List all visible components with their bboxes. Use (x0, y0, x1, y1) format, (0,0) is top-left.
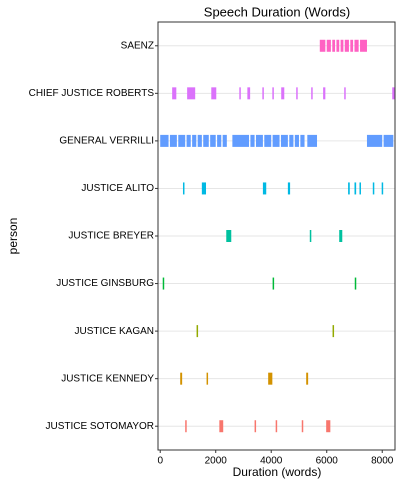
segment (178, 134, 186, 147)
segment (311, 87, 313, 100)
segment (306, 372, 309, 385)
segment (196, 325, 199, 338)
y-tick-label: JUSTICE KAGAN (75, 326, 154, 337)
segment (289, 134, 294, 147)
segment (255, 134, 263, 147)
y-tick-label: JUSTICE GINSBURG (56, 278, 154, 289)
segment (222, 134, 227, 147)
segment (201, 182, 207, 195)
segment (226, 230, 232, 242)
segment (344, 39, 349, 52)
segment (211, 87, 217, 100)
segment (344, 87, 346, 100)
chart-title: Speech Duration (Words) (204, 4, 350, 19)
y-tick-label: SAENZ (121, 40, 154, 51)
y-tick-label: CHIEF JUSTICE ROBERTS (29, 88, 155, 99)
segment (192, 134, 197, 147)
segment (247, 87, 251, 100)
segment (294, 134, 299, 147)
segment (262, 182, 267, 195)
segment (217, 134, 222, 147)
x-tick-label: 2000 (205, 456, 228, 467)
x-axis-title: Duration (words) (233, 465, 322, 479)
segment (372, 182, 375, 195)
segment (296, 87, 298, 100)
x-tick-label: 4000 (260, 456, 283, 467)
segment (381, 182, 384, 195)
x-tick-label: 8000 (371, 456, 394, 467)
segment (187, 87, 196, 100)
segment (219, 420, 224, 433)
segment (172, 87, 177, 100)
segment (383, 134, 394, 147)
segment (336, 39, 340, 52)
segment (197, 134, 202, 147)
segment (359, 182, 361, 195)
segment (264, 134, 272, 147)
y-tick-label: JUSTICE ALITO (81, 183, 154, 194)
segment (366, 134, 383, 147)
segment (272, 134, 280, 147)
segment (287, 182, 291, 195)
segment (268, 372, 273, 385)
segment (326, 420, 331, 433)
segment (354, 277, 357, 290)
segment (182, 182, 185, 195)
segment (186, 134, 191, 147)
segment (348, 182, 350, 195)
segment (360, 39, 367, 52)
segment (350, 39, 354, 52)
x-tick-label: 0 (157, 456, 163, 467)
segment (339, 230, 343, 242)
segment (332, 325, 335, 338)
segment (160, 134, 169, 147)
segment (319, 39, 326, 52)
segment (354, 182, 357, 195)
segment (281, 87, 285, 100)
segment (272, 277, 275, 290)
y-tick-label: GENERAL VERRILLI (59, 136, 154, 147)
segment (180, 372, 183, 385)
y-tick-label: JUSTICE BREYER (68, 231, 154, 242)
x-tick-label: 6000 (316, 456, 339, 467)
segment (250, 134, 255, 147)
segment (203, 134, 209, 147)
segment (280, 134, 288, 147)
y-tick-label: JUSTICE SOTOMAYOR (45, 421, 154, 432)
segment (262, 87, 264, 100)
segment (332, 39, 336, 52)
segment (162, 277, 165, 290)
segment (307, 134, 318, 147)
segment (185, 420, 187, 433)
segment (239, 87, 241, 100)
segment (354, 39, 359, 52)
segment (326, 39, 331, 52)
segment (206, 372, 209, 385)
panel-border (157, 21, 396, 451)
segment (232, 134, 250, 147)
y-axis-title: person (6, 218, 20, 255)
segment (275, 420, 278, 433)
segment (340, 39, 344, 52)
segment (210, 134, 216, 147)
segment (323, 87, 326, 100)
segment (309, 230, 312, 242)
segment (392, 87, 395, 100)
segment (254, 420, 257, 433)
segment (169, 134, 177, 147)
y-tick-label: JUSTICE KENNEDY (61, 373, 154, 384)
segment (300, 134, 305, 147)
segment (272, 87, 274, 100)
segment (301, 420, 304, 433)
